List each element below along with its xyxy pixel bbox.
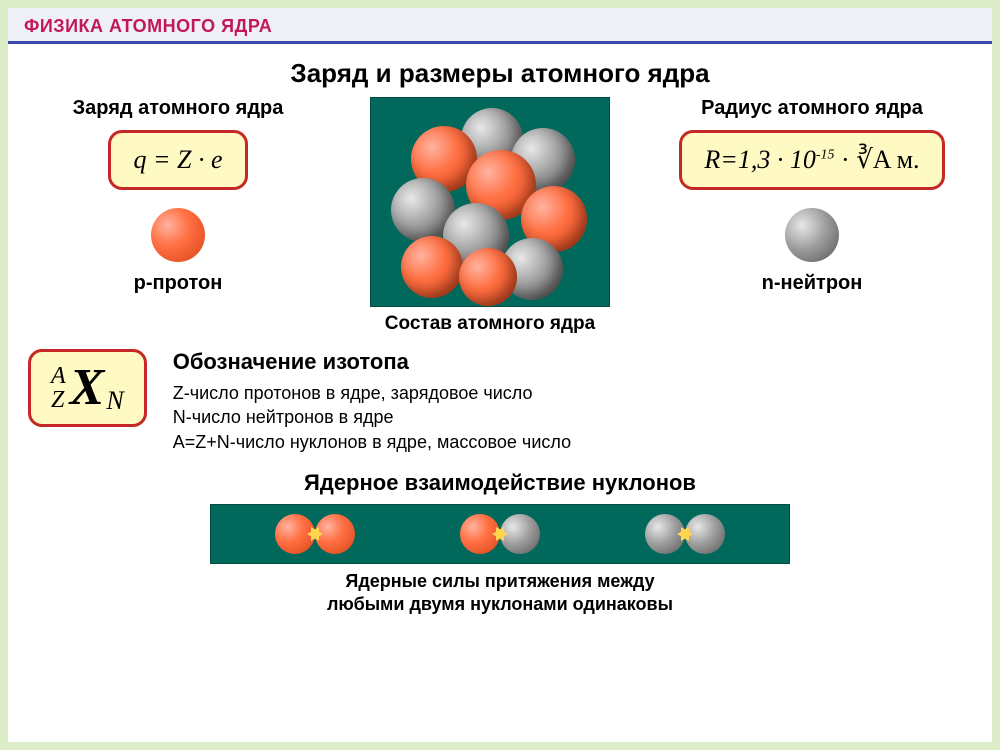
col-radius: Радиус атомного ядра R=1,3 · 10-15 · ∛A … bbox=[652, 97, 972, 295]
interaction-caption-l1: Ядерные силы притяжения между bbox=[28, 570, 972, 593]
isotope-line: A=Z+N-число нуклонов в ядре, массовое чи… bbox=[173, 430, 571, 454]
content-area: Заряд и размеры атомного ядра Заряд атом… bbox=[8, 44, 992, 738]
main-title: Заряд и размеры атомного ядра bbox=[28, 58, 972, 89]
arrow-left-icon bbox=[307, 527, 319, 541]
interaction-panel bbox=[210, 504, 790, 564]
isotope-N: N bbox=[106, 388, 123, 414]
isotope-line: Z-число протонов в ядре, зарядовое число bbox=[173, 381, 571, 405]
isotope-line: N-число нейтронов в ядре bbox=[173, 405, 571, 429]
label-charge: Заряд атомного ядра bbox=[73, 97, 284, 120]
formula-radius-suffix: · ∛A м. bbox=[835, 145, 920, 174]
col-charge: Заряд атомного ядра q = Z · e p-протон bbox=[28, 97, 328, 295]
label-radius: Радиус атомного ядра bbox=[701, 97, 923, 120]
nucleus-panel bbox=[370, 97, 610, 307]
nucleus-caption: Состав атомного ядра bbox=[385, 313, 595, 335]
isotope-heading: Обозначение изотопа bbox=[173, 349, 571, 375]
formula-radius-prefix: R=1,3 · 10 bbox=[704, 145, 815, 174]
isotope-Z: Z bbox=[51, 388, 66, 412]
nucleon-pair bbox=[460, 514, 540, 554]
arrow-left-icon bbox=[677, 527, 689, 541]
neutron-icon bbox=[785, 208, 839, 262]
header-title: ФИЗИКА АТОМНОГО ЯДРА bbox=[24, 16, 976, 37]
isotope-lines: Z-число протонов в ядре, зарядовое число… bbox=[173, 381, 571, 454]
isotope-X: X bbox=[68, 362, 107, 414]
isotope-box: A Z X N bbox=[28, 349, 147, 427]
proton-label: p-протон bbox=[134, 272, 223, 295]
nucleon-pair bbox=[645, 514, 725, 554]
col-nucleus: Состав атомного ядра bbox=[370, 97, 610, 335]
nucleon-pair bbox=[275, 514, 355, 554]
row-isotope: A Z X N Обозначение изотопа Z-число прот… bbox=[28, 349, 972, 454]
neutron-label: n-нейтрон bbox=[762, 272, 863, 295]
page: ФИЗИКА АТОМНОГО ЯДРА Заряд и размеры ато… bbox=[8, 8, 992, 742]
formula-radius-exp: -15 bbox=[816, 147, 835, 162]
formula-radius: R=1,3 · 10-15 · ∛A м. bbox=[679, 130, 944, 190]
formula-charge: q = Z · e bbox=[108, 130, 247, 190]
interaction-caption: Ядерные силы притяжения между любыми дву… bbox=[28, 570, 972, 617]
isotope-stack: A Z bbox=[51, 364, 66, 412]
arrow-left-icon bbox=[492, 527, 504, 541]
proton-icon bbox=[151, 208, 205, 262]
interaction-caption-l2: любыми двумя нуклонами одинаковы bbox=[28, 593, 972, 616]
header-band: ФИЗИКА АТОМНОГО ЯДРА bbox=[8, 8, 992, 44]
nucleus-proton bbox=[459, 248, 517, 306]
isotope-A: A bbox=[51, 364, 66, 388]
row-charge-size: Заряд атомного ядра q = Z · e p-протон С… bbox=[28, 97, 972, 335]
nucleus-proton bbox=[401, 236, 463, 298]
isotope-text: Обозначение изотопа Z-число протонов в я… bbox=[173, 349, 571, 454]
interaction-title: Ядерное взаимодействие нуклонов bbox=[28, 470, 972, 496]
